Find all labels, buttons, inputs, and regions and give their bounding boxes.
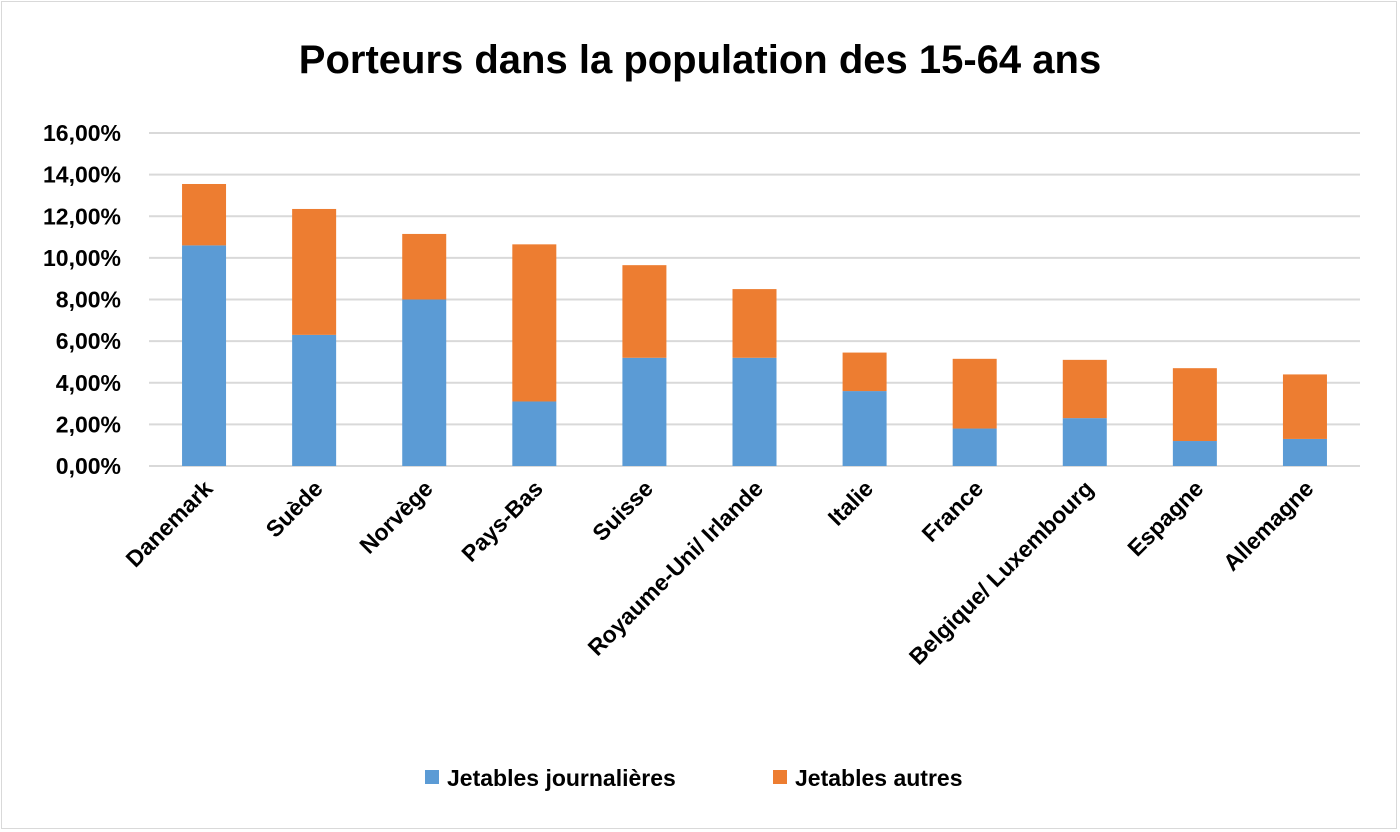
bar-jetables-autres: [512, 244, 557, 402]
bar-jetables-autres: [402, 233, 447, 300]
bar-jetables-autres: [952, 358, 997, 429]
bar-jetables-autres: [182, 183, 227, 246]
x-tick-label: Suisse: [587, 475, 658, 546]
bar-jetables-journalieres: [1062, 418, 1107, 466]
bar-jetables-journalieres: [622, 357, 667, 466]
x-tick-label: Belgique/ Luxembourg: [904, 475, 1099, 670]
chart-title: Porteurs dans la population des 15-64 an…: [299, 38, 1101, 82]
y-tick-label: 10,00%: [43, 245, 121, 271]
y-tick-label: 0,00%: [56, 453, 121, 479]
y-axis: 0,00% 2,00% 4,00% 6,00% 8,00% 10,00% 12,00% 14,…: [43, 120, 121, 479]
x-tick-label: Italie: [823, 475, 878, 530]
x-axis: Danemark Suède Norvège Pays-Bas SuisseRoyaum…: [121, 475, 1319, 670]
bar-jetables-autres: [622, 265, 667, 358]
bar-jetables-journalieres: [512, 401, 557, 466]
bar-jetables-journalieres: [182, 245, 227, 466]
gridlines: [149, 132, 1360, 467]
bar-jetables-autres: [292, 208, 337, 335]
x-tick-label: Norvège: [354, 475, 437, 558]
y-tick-label: 12,00%: [43, 203, 121, 229]
x-tick-label: France: [916, 475, 988, 547]
x-tick-label: Suède: [260, 475, 327, 542]
bar-jetables-journalieres: [402, 299, 447, 466]
legend-label: Jetables autres: [795, 765, 962, 791]
bars: [182, 183, 1327, 466]
bar-jetables-autres: [732, 289, 777, 358]
bar-jetables-journalieres: [1282, 438, 1327, 466]
y-tick-label: 8,00%: [56, 287, 121, 313]
bar-jetables-autres: [842, 352, 887, 392]
bar-jetables-journalieres: [842, 391, 887, 466]
x-tick-label: Danemark: [121, 475, 218, 572]
bar-jetables-autres: [1172, 368, 1217, 442]
x-tick-label: Espagne: [1122, 475, 1208, 561]
legend-swatch: [425, 770, 439, 784]
bar-jetables-journalieres: [732, 357, 777, 466]
bar-jetables-journalieres: [1172, 441, 1217, 466]
y-tick-label: 14,00%: [43, 162, 121, 188]
y-tick-label: 2,00%: [56, 411, 121, 437]
legend-swatch: [773, 770, 787, 784]
x-tick-label: Pays-Bas: [456, 475, 548, 567]
y-tick-label: 4,00%: [56, 370, 121, 396]
legend-label: Jetables journalières: [447, 765, 676, 791]
bar-jetables-journalieres: [952, 428, 997, 466]
legend: Jetables journalières Jetables autres: [425, 765, 962, 791]
bar-jetables-autres: [1282, 374, 1327, 439]
y-tick-label: 6,00%: [56, 328, 121, 354]
x-tick-label: Allemagne: [1218, 475, 1319, 576]
y-tick-label: 16,00%: [43, 120, 121, 146]
bar-jetables-journalieres: [292, 334, 337, 466]
x-tick-label: Royaume-Uni/ Irlande: [582, 475, 768, 661]
bar-jetables-autres: [1062, 359, 1107, 419]
